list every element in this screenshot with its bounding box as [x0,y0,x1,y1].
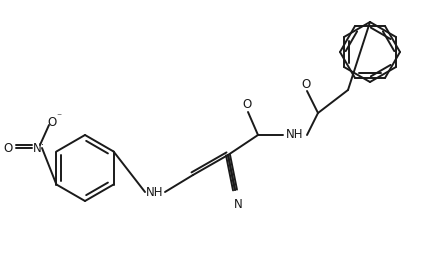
Text: N: N [234,198,242,212]
Text: O: O [3,141,13,155]
Text: NH: NH [146,186,164,198]
Text: NH: NH [286,128,304,141]
Text: O: O [242,99,251,111]
Text: ·: · [41,140,44,150]
Text: O: O [302,77,311,91]
Text: ⁻: ⁻ [57,112,62,122]
Text: N: N [33,141,41,155]
Text: O: O [48,116,57,128]
